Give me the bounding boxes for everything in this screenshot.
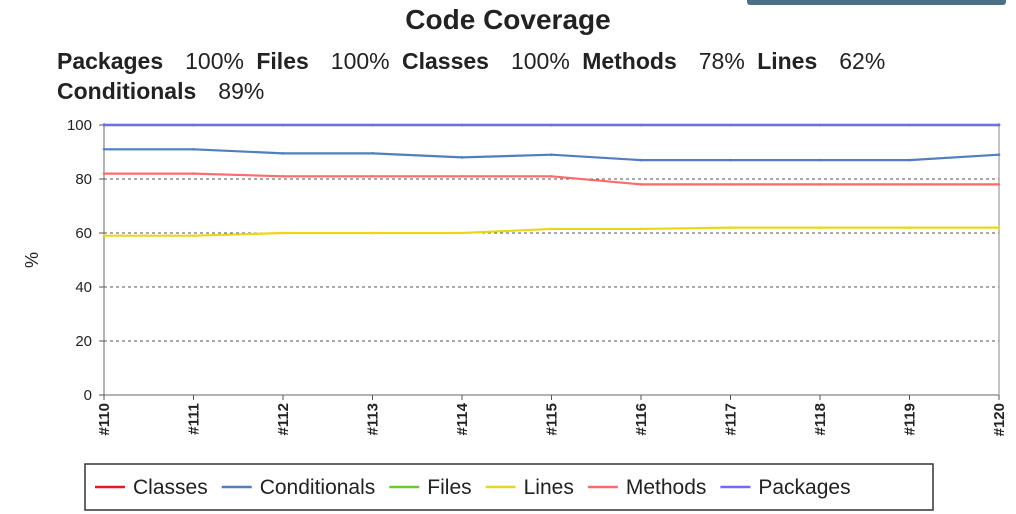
series-methods-point <box>997 183 1001 186</box>
series-lines-point <box>281 231 285 235</box>
series-methods-point <box>192 172 195 175</box>
series-methods-point <box>371 175 374 178</box>
legend-label-lines: Lines <box>524 476 574 499</box>
series-conditionals-point <box>192 148 195 151</box>
legend-label-classes: Classes <box>133 476 208 499</box>
x-tick-label: #117 <box>723 403 740 436</box>
summary-conditionals: Conditionals 89% <box>57 78 265 104</box>
summary-methods: Methods 78% <box>582 48 745 74</box>
x-tick-label: #114 <box>454 402 471 435</box>
series-packages-point <box>281 123 285 127</box>
legend-label-files: Files <box>427 476 471 499</box>
series-methods-point <box>729 183 732 186</box>
series-conditionals-point <box>371 152 374 155</box>
series-methods-point <box>102 172 106 175</box>
summary-packages: Packages 100% <box>57 48 244 74</box>
chart-legend: Classes Conditionals Files Lines Methods Pack… <box>84 463 934 511</box>
y-tick-label: 0 <box>84 387 92 404</box>
coverage-summary: Packages 100% Files 100% Classes 100% Metho… <box>57 46 997 106</box>
x-tick-label: #111 <box>186 403 203 435</box>
y-axis-title: % <box>22 252 42 268</box>
series-lines-point <box>729 226 732 229</box>
series-lines-point <box>639 227 643 231</box>
series-packages-point <box>729 123 732 127</box>
x-tick-label: #120 <box>991 403 1008 436</box>
series-conditionals-point <box>550 153 553 156</box>
series-packages-point <box>102 123 106 127</box>
series-methods-point <box>908 183 911 186</box>
series-conditionals-point <box>997 153 1001 156</box>
y-tick-label: 100 <box>67 117 92 134</box>
series-packages-point <box>818 123 822 127</box>
y-tick-label: 80 <box>75 171 92 188</box>
page-title: Code Coverage <box>405 4 611 35</box>
series-methods-point <box>460 175 464 178</box>
series-layer <box>102 123 1001 237</box>
series-lines-point <box>550 227 553 231</box>
series-packages-point <box>639 123 643 127</box>
summary-lines: Lines 62% <box>757 48 886 74</box>
series-methods-point <box>639 183 643 186</box>
series-lines-point <box>818 226 822 229</box>
legend-label-conditionals: Conditionals <box>260 476 376 499</box>
series-conditionals-point <box>818 158 822 162</box>
series-packages-point <box>371 123 374 127</box>
series-lines-point <box>460 231 464 235</box>
series-lines-point <box>102 234 106 237</box>
series-packages-point <box>550 123 553 127</box>
series-lines-point <box>192 234 195 237</box>
y-tick-label: 40 <box>75 279 92 296</box>
x-tick-label: #119 <box>902 403 919 436</box>
series-lines-point <box>908 226 911 229</box>
x-tick-label: #115 <box>544 403 561 436</box>
series-conditionals-point <box>908 158 911 162</box>
legend-label-packages: Packages <box>758 476 850 499</box>
x-tick-label: #113 <box>365 403 382 436</box>
y-tick-label: 60 <box>75 225 92 242</box>
x-tick-label: #116 <box>633 403 650 436</box>
summary-classes: Classes 100% <box>402 48 570 74</box>
series-lines-point <box>371 231 374 235</box>
x-tick-label: #118 <box>812 403 829 436</box>
summary-files: Files 100% <box>256 48 390 74</box>
series-methods-point <box>281 175 285 178</box>
y-tick-label: 20 <box>75 333 92 350</box>
series-conditionals-point <box>729 158 732 162</box>
x-tick-label: #110 <box>96 403 113 436</box>
series-conditionals-point <box>460 156 464 159</box>
series-methods-point <box>550 175 553 178</box>
series-packages-point <box>192 123 195 127</box>
series-packages-point <box>997 123 1001 127</box>
series-lines-point <box>997 226 1001 229</box>
series-conditionals-point <box>281 152 285 155</box>
grid-layer <box>104 124 999 396</box>
legend-label-methods: Methods <box>626 476 707 499</box>
axes-layer <box>99 123 1000 400</box>
x-tick-label: #112 <box>275 403 292 436</box>
series-packages-point <box>460 123 464 127</box>
series-conditionals-point <box>102 148 106 151</box>
series-packages-point <box>908 123 911 127</box>
labels-layer: 0 20 40 60 80 100 #110 #111 #112 #113 #114 #115 #116… <box>22 117 1008 436</box>
top-bar <box>747 0 1006 5</box>
series-conditionals-point <box>639 158 643 162</box>
series-methods-point <box>818 183 822 186</box>
